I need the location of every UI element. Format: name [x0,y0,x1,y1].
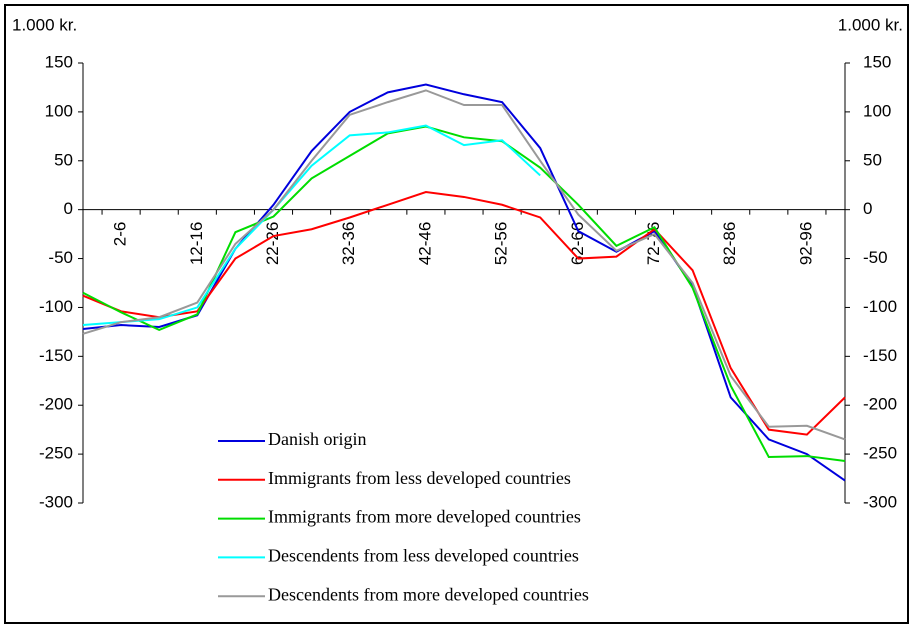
chart-frame [4,4,909,624]
legend-label: Immigrants from more developed countries [268,507,581,527]
y2-tick-label: -100 [863,297,897,316]
legend-label: Descendents from more developed countrie… [268,584,589,604]
x-tick-label: 42-46 [415,222,434,265]
y-tick-label: -200 [39,395,73,414]
y-axis-label: 1.000 kr. [12,15,77,34]
legend-label: Danish origin [268,429,367,449]
y-tick-label: 50 [54,150,73,169]
y-tick-label: 0 [64,199,73,218]
legend-label: Descendents from less developed countrie… [268,546,579,566]
series-line [82,124,541,327]
x-tick-label: 92-96 [796,222,815,265]
x-tick-label: 32-36 [339,222,358,265]
x-tick-label: 22-26 [263,222,282,265]
y-tick-label: -50 [48,248,73,267]
y-tick-label: -150 [39,346,73,365]
y2-tick-label: 150 [863,52,891,71]
y2-tick-label: 50 [863,150,882,169]
y2-tick-label: 0 [863,199,872,218]
legend-label: Immigrants from less developed countries [268,468,571,488]
x-tick-label: 12-16 [187,222,206,265]
y-tick-label: 150 [45,52,73,71]
y-tick-label: 100 [45,101,73,120]
y2-tick-label: -200 [863,395,897,414]
y2-tick-label: 100 [863,101,891,120]
y-tick-label: -100 [39,297,73,316]
y-tick-label: -300 [39,492,73,511]
x-tick-label: 52-56 [492,222,511,265]
y2-axis-label: 1.000 kr. [838,15,903,34]
y2-tick-label: -50 [863,248,888,267]
series-line [82,191,846,436]
y-tick-label: -250 [39,444,73,463]
y2-tick-label: -300 [863,492,897,511]
x-tick-label: 82-86 [720,222,739,265]
y2-tick-label: -150 [863,346,897,365]
x-tick-label: 2-6 [111,222,130,247]
y2-tick-label: -250 [863,444,897,463]
series-line [82,89,846,441]
